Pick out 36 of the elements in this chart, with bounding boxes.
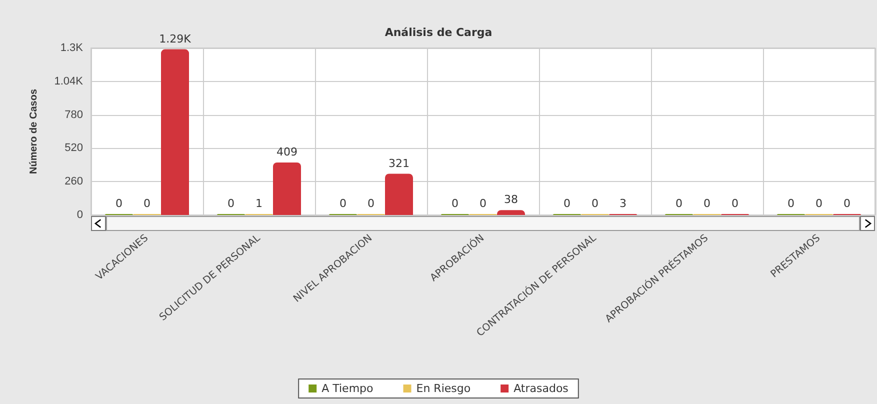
- data-label: 0: [732, 197, 738, 210]
- bar: [273, 162, 301, 215]
- legend-label: En Riesgo: [416, 382, 471, 395]
- y-tick-label: 780: [64, 108, 83, 121]
- data-label: 0: [144, 197, 150, 210]
- data-label: 3: [620, 197, 626, 210]
- data-label: 1.29K: [159, 32, 192, 46]
- data-label: 0: [704, 197, 710, 210]
- y-tick-label: 1.3K: [60, 42, 84, 54]
- data-label: 0: [452, 197, 458, 210]
- legend-label: A Tiempo: [322, 382, 374, 395]
- chart-title: Análisis de Carga: [384, 26, 492, 39]
- y-axis-title: Número de Casos: [28, 88, 40, 174]
- data-label: 0: [368, 197, 374, 210]
- data-label: 0: [340, 197, 346, 210]
- data-label: 0: [816, 197, 822, 210]
- legend-label: Atrasados: [514, 382, 569, 395]
- data-label: 0: [564, 197, 570, 210]
- bar: [385, 174, 413, 215]
- y-tick-label: 260: [64, 176, 83, 188]
- data-label: 0: [480, 197, 486, 210]
- data-label: 0: [788, 197, 794, 210]
- data-label: 0: [228, 197, 234, 210]
- data-label: 0: [116, 197, 122, 210]
- data-label: 38: [504, 193, 518, 206]
- data-label: 409: [276, 145, 298, 158]
- data-label: 0: [844, 197, 850, 210]
- data-label: 1: [256, 197, 262, 210]
- y-tick-label: 1.04K: [54, 75, 84, 88]
- bar: [497, 210, 525, 215]
- bar: [161, 49, 189, 215]
- y-tick-label: 520: [64, 142, 83, 154]
- data-label: 0: [676, 197, 682, 210]
- y-tick-label: 0: [76, 209, 83, 221]
- data-label: 321: [388, 156, 410, 170]
- data-label: 0: [592, 197, 598, 210]
